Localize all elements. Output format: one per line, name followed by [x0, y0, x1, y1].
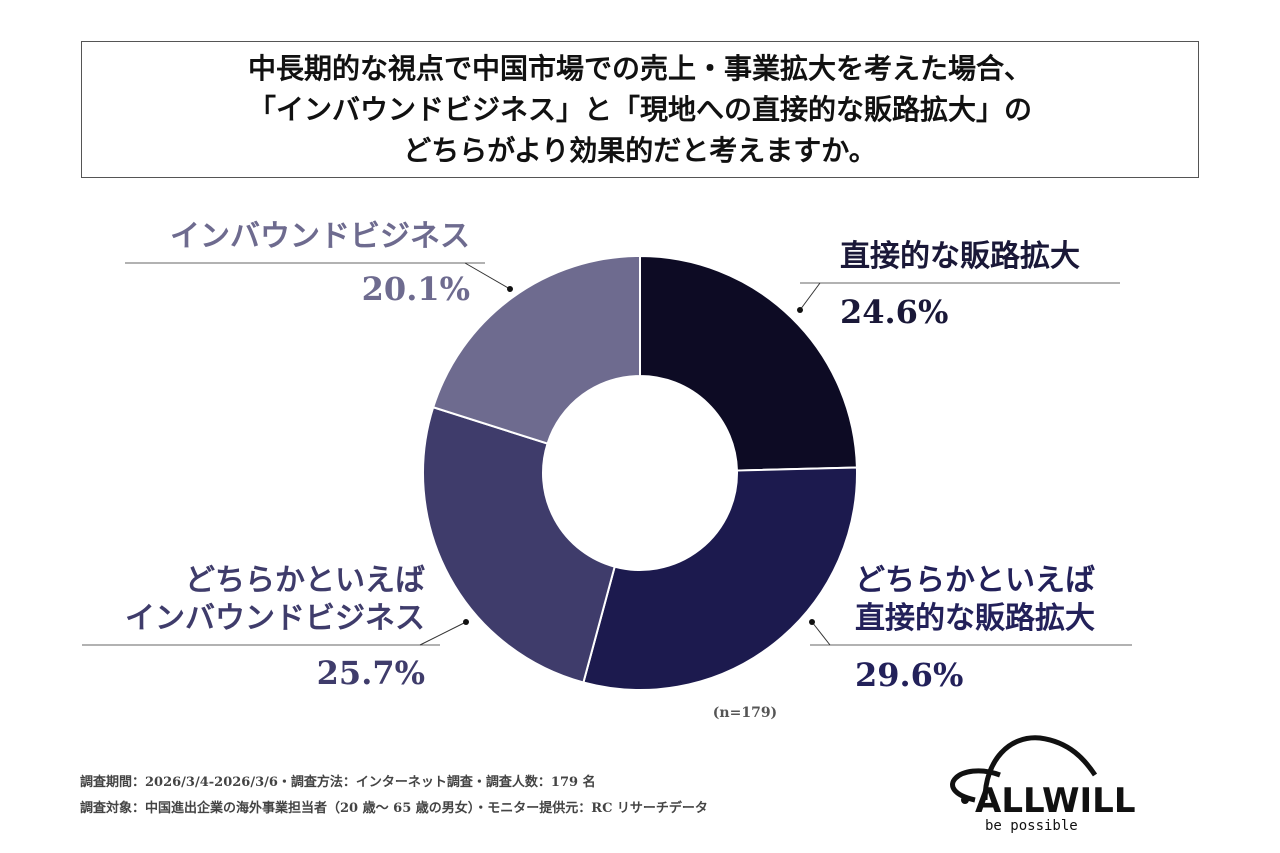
logo-swirl [950, 735, 1098, 803]
slice-label: 直接的な販路拡大 [840, 239, 1080, 274]
logo-name: ALLWILL [975, 781, 1136, 821]
value-label: 29.6% [855, 656, 964, 694]
donut-slice [431, 254, 641, 445]
donut-slice [639, 254, 858, 472]
logo-tagline: be possible [985, 818, 1078, 834]
footer-note: 調査期間：2026/3/4-2026/3/6・調査方法：インターネット調査・調査… [80, 775, 596, 790]
leader-dot [507, 286, 513, 292]
logo-dot [961, 796, 969, 804]
sample-note: (n=179) [713, 705, 777, 721]
footer-note: 調査対象：中国進出企業の海外事業担当者（20 歳～ 65 歳の男女）・モニター提… [80, 801, 708, 816]
donut-slice [422, 405, 616, 684]
leader-line [464, 262, 511, 290]
value-label: 25.7% [316, 654, 425, 692]
leader-line [799, 282, 821, 311]
slice-label: どちらかといえば インバウンドビジネス [125, 563, 425, 636]
leader-dot [463, 619, 469, 625]
leader-dot [809, 619, 815, 625]
value-label: 20.1% [361, 270, 470, 308]
leader-line [419, 621, 467, 646]
slice-label: インバウンドビジネス [170, 219, 470, 254]
leader-line [811, 621, 831, 646]
donut-slice [582, 466, 858, 691]
chart-title: 中長期的な視点で中国市場での売上・事業拡大を考えた場合、 「インバウンドビジネス… [81, 41, 1199, 178]
value-label: 24.6% [840, 293, 949, 331]
slice-label: どちらかといえば 直接的な販路拡大 [855, 563, 1095, 636]
leader-dot [797, 307, 803, 313]
